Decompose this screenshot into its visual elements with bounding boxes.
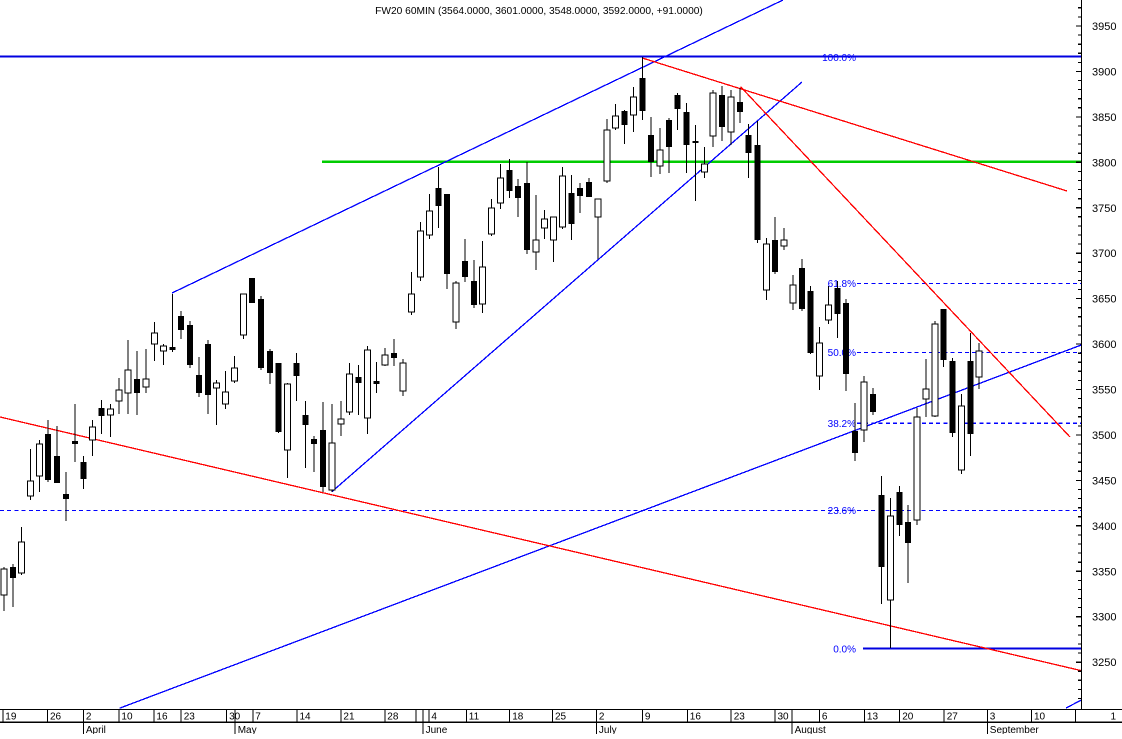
svg-text:61.8%: 61.8% (828, 279, 856, 290)
svg-text:3250: 3250 (1092, 657, 1116, 669)
svg-text:7: 7 (255, 711, 261, 722)
svg-text:23.6%: 23.6% (828, 506, 856, 517)
svg-text:3900: 3900 (1092, 66, 1116, 78)
svg-text:13: 13 (867, 711, 879, 722)
svg-text:3850: 3850 (1092, 112, 1116, 124)
svg-text:3600: 3600 (1092, 339, 1116, 351)
svg-text:3800: 3800 (1092, 157, 1116, 169)
svg-text:September: September (990, 725, 1040, 734)
svg-text:3700: 3700 (1092, 248, 1116, 260)
svg-text:FW20 60MIN (3564.0000, 3601.00: FW20 60MIN (3564.0000, 3601.0000, 3548.0… (375, 6, 703, 17)
svg-text:April: April (86, 725, 106, 734)
svg-text:9: 9 (645, 711, 651, 722)
svg-text:23: 23 (184, 711, 196, 722)
svg-text:19: 19 (5, 711, 17, 722)
svg-text:3650: 3650 (1092, 294, 1116, 306)
svg-text:30: 30 (778, 711, 790, 722)
svg-text:4: 4 (431, 711, 437, 722)
svg-text:38.2%: 38.2% (828, 419, 856, 430)
svg-text:May: May (238, 725, 257, 734)
svg-text:23: 23 (734, 711, 746, 722)
svg-text:10: 10 (121, 711, 133, 722)
svg-text:26: 26 (50, 711, 62, 722)
svg-text:100.0%: 100.0% (822, 53, 856, 64)
svg-text:14: 14 (300, 711, 312, 722)
svg-text:28: 28 (387, 711, 399, 722)
svg-text:3400: 3400 (1092, 521, 1116, 533)
svg-text:2: 2 (599, 711, 605, 722)
svg-text:10: 10 (1034, 711, 1046, 722)
svg-text:25: 25 (555, 711, 567, 722)
svg-text:11: 11 (469, 711, 480, 722)
svg-text:50.0%: 50.0% (828, 348, 856, 359)
svg-text:0.0%: 0.0% (833, 644, 856, 655)
svg-text:16: 16 (690, 711, 702, 722)
svg-text:July: July (599, 725, 617, 734)
svg-text:3: 3 (990, 711, 996, 722)
svg-text:27: 27 (947, 711, 959, 722)
svg-text:3350: 3350 (1092, 566, 1116, 578)
svg-text:1: 1 (1111, 711, 1117, 722)
svg-text:3300: 3300 (1092, 612, 1116, 624)
svg-text:18: 18 (512, 711, 524, 722)
svg-text:3500: 3500 (1092, 430, 1116, 442)
svg-text:3450: 3450 (1092, 475, 1116, 487)
svg-text:21: 21 (343, 711, 355, 722)
svg-text:3550: 3550 (1092, 385, 1116, 397)
svg-text:16: 16 (156, 711, 168, 722)
svg-text:20: 20 (902, 711, 914, 722)
svg-text:2: 2 (86, 711, 92, 722)
svg-text:3950: 3950 (1092, 21, 1116, 33)
svg-text:August: August (795, 725, 826, 734)
svg-text:3750: 3750 (1092, 203, 1116, 215)
svg-text:6: 6 (822, 711, 828, 722)
svg-text:June: June (426, 725, 448, 734)
